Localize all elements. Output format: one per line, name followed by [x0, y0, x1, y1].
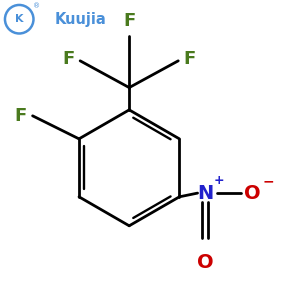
Text: +: + — [214, 174, 225, 187]
Text: F: F — [15, 107, 27, 125]
Text: N: N — [197, 184, 213, 202]
Text: F: F — [123, 12, 135, 30]
Text: F: F — [184, 50, 196, 68]
Text: F: F — [63, 50, 75, 68]
Text: −: − — [262, 174, 274, 188]
Text: Kuujia: Kuujia — [54, 12, 106, 27]
Text: O: O — [244, 184, 261, 202]
Text: ®: ® — [34, 3, 40, 9]
Text: O: O — [197, 253, 213, 272]
Text: K: K — [15, 14, 23, 24]
